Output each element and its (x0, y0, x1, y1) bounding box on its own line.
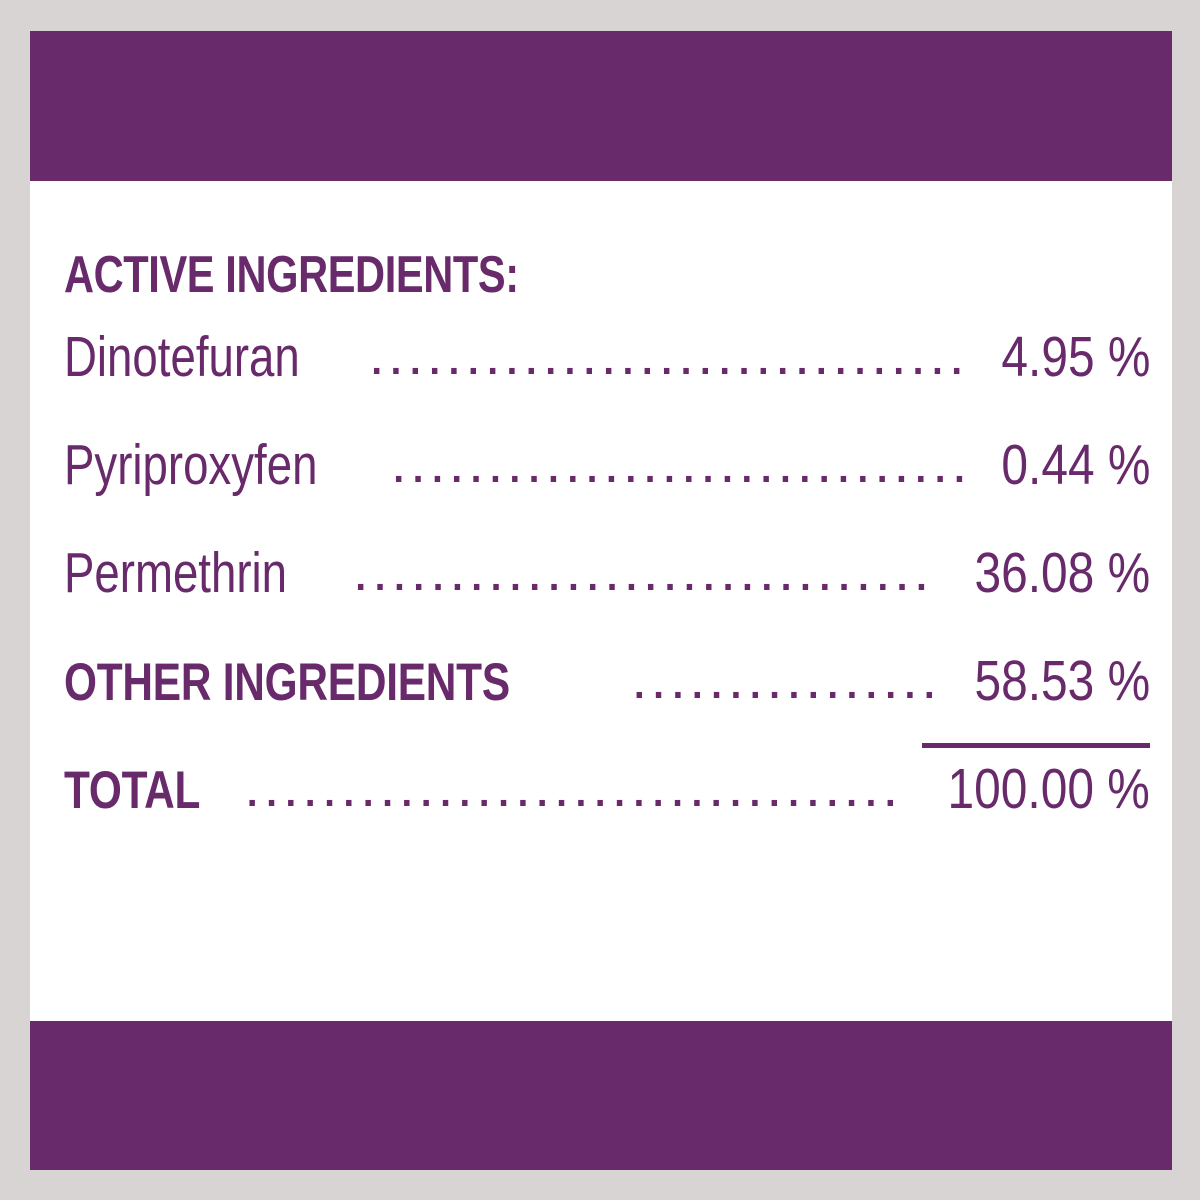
ingredient-value: 4.95 % (973, 329, 1150, 386)
ingredient-name: Permethrin (64, 545, 343, 602)
ingredient-value: 58.53 % (941, 653, 1150, 710)
ingredients-label-card: ACTIVE INGREDIENTS: Dinotefuran ........… (30, 31, 1172, 1170)
subtotal-divider (922, 743, 1150, 748)
ingredients-list: Dinotefuran ............................… (64, 329, 1150, 869)
dot-leader: ........................................… (352, 545, 937, 600)
dot-leader: ........................................… (631, 653, 937, 708)
ingredient-name: Pyriproxyfen (64, 437, 381, 494)
ingredient-name-text: OTHER INGREDIENTS (64, 653, 510, 712)
ingredient-row-permethrin: Permethrin .............................… (64, 545, 1150, 653)
ingredient-row-dinotefuran: Dinotefuran ............................… (64, 329, 1150, 437)
ingredient-row-total: TOTAL ..................................… (64, 761, 1150, 869)
ingredient-value-text: 4.95 % (1000, 329, 1150, 389)
ingredient-value-text: 100.00 % (947, 761, 1150, 821)
ingredient-name-text: TOTAL (64, 761, 201, 820)
ingredient-name: Dinotefuran (64, 329, 359, 386)
ingredient-name-text: Dinotefuran (64, 329, 300, 389)
ingredient-value: 0.44 % (973, 437, 1150, 494)
ingredient-value: 36.08 % (941, 545, 1150, 602)
dot-leader: ........................................… (244, 761, 905, 816)
ingredient-row-other-ingredients: OTHER INGREDIENTS ......................… (64, 653, 1150, 761)
ingredient-value-text: 58.53 % (974, 653, 1150, 713)
ingredient-value: 100.00 % (909, 761, 1150, 818)
ingredient-value-text: 0.44 % (1000, 437, 1150, 497)
ingredient-row-pyriproxyfen: Pyriproxyfen ...........................… (64, 437, 1150, 545)
page-title: ACTIVE INGREDIENTS: (64, 246, 519, 304)
ingredient-name-text: Pyriproxyfen (64, 437, 318, 497)
ingredient-name: TOTAL (64, 764, 234, 817)
dot-leader: ........................................… (368, 329, 969, 384)
ingredient-value-text: 36.08 % (974, 545, 1150, 605)
ingredient-name-text: Permethrin (64, 545, 288, 605)
ingredient-name: OTHER INGREDIENTS (64, 656, 621, 709)
top-accent-band (30, 31, 1172, 181)
ingredients-panel: ACTIVE INGREDIENTS: Dinotefuran ........… (30, 181, 1172, 1021)
bottom-accent-band (30, 1021, 1172, 1170)
dot-leader: ........................................… (390, 437, 969, 492)
